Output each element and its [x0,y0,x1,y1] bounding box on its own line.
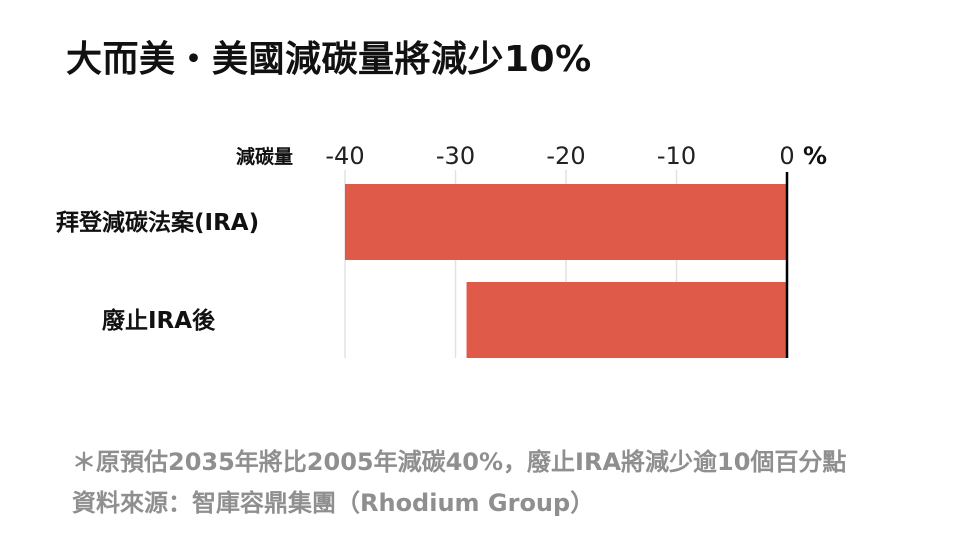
tick-label: 0 [779,142,794,170]
tick-label: -40 [325,142,364,170]
unit-label: % [803,142,827,170]
bar [466,282,787,358]
page-title: 大而美・美國減碳量將減少10% [66,39,592,80]
bars-layer [345,184,787,358]
bar [345,184,787,260]
footnote: ＊原預估2035年將比2005年減碳40%，廢止IRA將減少逾10個百分點 [72,448,847,476]
tick-label: -20 [546,142,585,170]
category-labels: 拜登減碳法案(IRA) 廢止IRA後 [56,209,259,334]
category-label: 廢止IRA後 [102,307,216,334]
tick-labels: -40 -30 -20 -10 0 [325,142,794,170]
category-label: 拜登減碳法案(IRA) [56,209,259,236]
tick-label: -10 [657,142,696,170]
source-note: 資料來源：智庫容鼎集團（Rhodium Group） [72,489,595,517]
axis-label: 減碳量 [236,145,293,168]
bar-chart: -40 -30 -20 -10 0 拜登減碳法案(IRA) 廢止IRA後 減碳量 % [56,142,827,358]
tick-label: -30 [436,142,475,170]
